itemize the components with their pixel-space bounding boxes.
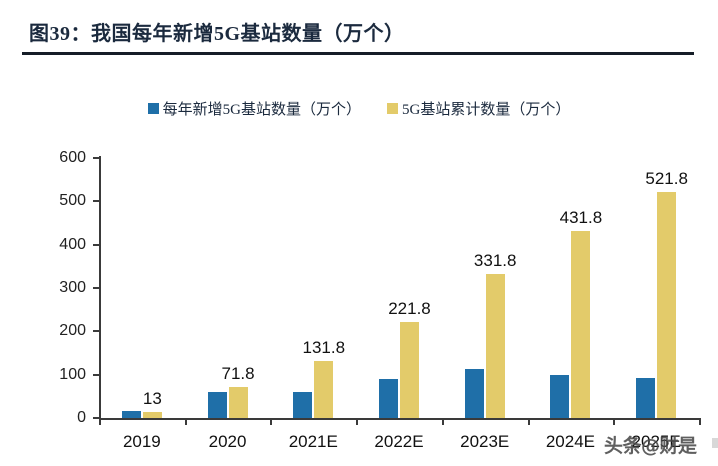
bar-cumulative-2019	[142, 412, 162, 418]
bar-cumulative-2022E	[400, 321, 419, 418]
x-axis-tick-label: 2019	[122, 432, 161, 451]
chart-header: 图39：我国每年新增5G基站数量（万个）	[0, 0, 718, 60]
y-axis-tick	[93, 287, 100, 289]
chart-legend: 每年新增5G基站数量（万个） 5G基站累计数量（万个）	[0, 98, 718, 119]
x-axis-tick-label: 2022E	[374, 432, 424, 451]
y-axis-tick-label: 100	[59, 365, 86, 383]
y-axis-line	[99, 156, 101, 420]
bar-new-2019	[121, 411, 141, 418]
x-axis-tick	[99, 418, 101, 425]
x-axis-tick	[270, 418, 273, 425]
x-axis-tick-label: 2025E	[631, 432, 681, 451]
bar-new-2023E	[464, 369, 484, 418]
legend-item-0[interactable]: 每年新增5G基站数量（万个）	[147, 98, 361, 119]
data-label-2019: 13	[142, 389, 162, 409]
x-axis-line	[99, 418, 699, 420]
x-axis-tick-label: 2020	[208, 432, 247, 451]
x-axis-tick-label: 2021E	[288, 432, 338, 451]
y-axis-tick-label: 300	[59, 279, 86, 296]
watermark: 头条@财是	[604, 435, 697, 457]
y-axis-tick	[93, 417, 100, 419]
y-axis-tick	[93, 200, 100, 203]
x-axis-tick	[613, 418, 616, 425]
legend-label: 每年新增5G基站数量（万个）	[162, 102, 361, 118]
x-axis-tick-label: 2024E	[545, 432, 595, 451]
x-axis-tick	[441, 418, 444, 425]
bar-cumulative-2020	[228, 386, 248, 418]
y-axis-tick	[93, 157, 100, 159]
page-title: 图39：我国每年新增5G基站数量（万个）	[29, 23, 405, 45]
bar-new-2024E	[550, 374, 570, 418]
y-axis-tick-label: 200	[59, 322, 86, 340]
bar-cumulative-2024E	[571, 230, 591, 418]
legend-swatch-icon	[147, 103, 159, 114]
page-edge-marker	[712, 438, 718, 448]
y-axis-tick	[93, 243, 100, 246]
y-axis-tick-label: 500	[59, 192, 86, 210]
data-label-2022E: 221.8	[388, 298, 431, 318]
bar-cumulative-2025E	[657, 191, 677, 418]
data-label-2024E: 431.8	[559, 207, 603, 227]
legend-label: 5G基站累计数量（万个）	[402, 102, 571, 118]
bar-cumulative-2021E	[314, 360, 334, 418]
data-label-2021E: 131.8	[302, 337, 346, 357]
legend-swatch-icon	[387, 103, 398, 114]
bar-new-2020	[207, 392, 227, 418]
y-axis-tick-label: 600	[59, 149, 86, 166]
title-divider	[22, 52, 694, 55]
legend-item-1[interactable]: 5G基站累计数量（万个）	[387, 98, 570, 119]
x-axis-tick-label: 2023E	[460, 432, 510, 451]
data-label-2020: 71.8	[221, 363, 255, 383]
data-label-2023E: 331.8	[473, 251, 517, 271]
x-axis-tick	[699, 418, 701, 425]
bars-layer	[99, 158, 699, 418]
bar-new-2021E	[293, 392, 313, 418]
x-axis-tick	[356, 418, 359, 425]
bar-new-2022E	[379, 379, 398, 418]
data-label-2025E: 521.8	[645, 168, 688, 188]
bar-cumulative-2023E	[485, 274, 505, 418]
y-axis-tick	[93, 330, 100, 333]
y-axis-tick	[93, 373, 100, 376]
x-axis-tick	[527, 418, 530, 425]
y-axis-tick-label: 400	[59, 235, 86, 253]
bar-new-2025E	[636, 378, 656, 418]
x-axis-tick	[184, 418, 187, 425]
y-axis-tick-label: 0	[77, 409, 86, 426]
